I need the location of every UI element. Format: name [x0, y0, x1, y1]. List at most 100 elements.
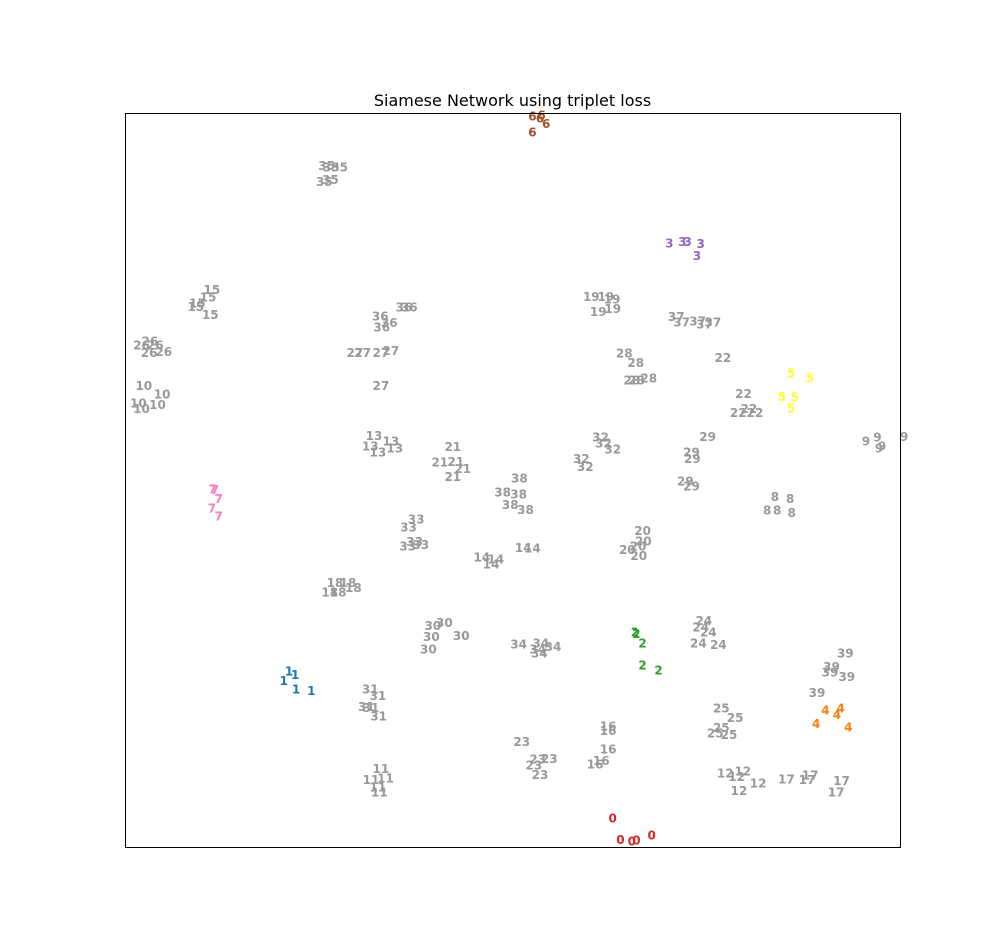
point-label-21: 21 [454, 462, 471, 476]
point-label-35: 35 [323, 161, 340, 175]
point-label-18: 18 [327, 576, 344, 590]
point-label-15: 15 [189, 296, 206, 310]
point-label-27: 27 [347, 346, 364, 360]
point-label-23: 23 [529, 753, 546, 767]
point-label-11: 11 [377, 772, 394, 786]
point-label-37: 37 [696, 318, 713, 332]
point-label-11: 11 [363, 773, 380, 787]
point-label-38: 38 [511, 472, 528, 486]
point-label-38: 38 [510, 488, 527, 502]
point-label-25: 25 [707, 726, 724, 740]
point-label-35: 35 [316, 175, 333, 189]
point-label-30: 30 [453, 629, 470, 643]
point-label-15: 15 [204, 283, 221, 297]
point-label-13: 13 [362, 439, 379, 453]
point-label-30: 30 [425, 619, 442, 633]
point-label-33: 33 [412, 538, 429, 552]
point-label-23: 23 [526, 758, 543, 772]
point-label-2: 2 [632, 627, 640, 641]
point-label-29: 29 [683, 445, 700, 459]
point-label-3: 3 [693, 249, 701, 263]
point-label-36: 36 [401, 301, 418, 315]
point-label-36: 36 [381, 316, 398, 330]
point-label-21: 21 [444, 440, 461, 454]
point-label-20: 20 [634, 524, 651, 538]
point-label-20: 20 [619, 543, 636, 557]
point-label-26: 26 [133, 339, 150, 353]
point-label-18: 18 [330, 585, 347, 599]
point-label-25: 25 [727, 711, 744, 725]
point-label-2: 2 [638, 658, 646, 672]
point-label-10: 10 [130, 396, 147, 410]
point-label-25: 25 [713, 702, 730, 716]
point-label-39: 39 [823, 660, 840, 674]
point-label-0: 0 [628, 834, 636, 848]
point-label-7: 7 [215, 492, 223, 506]
point-label-15: 15 [187, 300, 204, 314]
point-label-33: 33 [408, 512, 425, 526]
point-label-27: 27 [373, 346, 390, 360]
point-label-20: 20 [630, 539, 647, 553]
point-label-18: 18 [345, 581, 362, 595]
point-label-7: 7 [208, 483, 216, 497]
point-label-12: 12 [728, 770, 745, 784]
point-label-34: 34 [531, 647, 548, 661]
point-label-33: 33 [400, 521, 417, 535]
point-label-30: 30 [420, 642, 437, 656]
point-label-37: 37 [705, 315, 722, 329]
point-label-22: 22 [741, 402, 758, 416]
point-label-4: 4 [844, 721, 852, 735]
point-label-21: 21 [448, 455, 465, 469]
point-label-0: 0 [616, 833, 624, 847]
point-label-4: 4 [812, 717, 820, 731]
point-label-27: 27 [373, 379, 390, 393]
point-label-9: 9 [873, 431, 881, 445]
point-label-14: 14 [524, 542, 541, 556]
point-label-17: 17 [833, 774, 850, 788]
point-label-24: 24 [692, 621, 709, 635]
point-label-9: 9 [862, 434, 870, 448]
point-label-8: 8 [788, 506, 796, 520]
point-label-31: 31 [370, 689, 387, 703]
point-label-9: 9 [900, 430, 908, 444]
point-label-34: 34 [532, 637, 549, 651]
point-label-4: 4 [837, 702, 845, 716]
point-label-22: 22 [747, 406, 764, 420]
point-label-24: 24 [700, 626, 717, 640]
point-label-29: 29 [683, 480, 700, 494]
point-label-5: 5 [778, 390, 786, 404]
point-label-2: 2 [654, 664, 662, 678]
point-label-1: 1 [291, 668, 299, 682]
point-label-14: 14 [483, 558, 500, 572]
point-label-26: 26 [155, 345, 172, 359]
point-label-9: 9 [875, 442, 883, 456]
point-label-18: 18 [321, 585, 338, 599]
point-label-29: 29 [677, 475, 694, 489]
point-label-32: 32 [592, 431, 609, 445]
point-label-13: 13 [370, 445, 387, 459]
point-label-37: 37 [668, 310, 685, 324]
point-label-0: 0 [648, 829, 656, 843]
point-label-6: 6 [537, 109, 545, 123]
point-label-22: 22 [730, 406, 747, 420]
point-label-15: 15 [200, 291, 217, 305]
point-label-29: 29 [684, 452, 701, 466]
point-label-15: 15 [202, 308, 219, 322]
point-label-17: 17 [799, 773, 816, 787]
point-label-23: 23 [541, 752, 558, 766]
point-label-25: 25 [713, 721, 730, 735]
point-label-12: 12 [717, 767, 734, 781]
point-label-32: 32 [573, 452, 590, 466]
point-label-2: 2 [638, 637, 646, 651]
point-label-0: 0 [632, 834, 640, 848]
point-label-39: 39 [809, 686, 826, 700]
point-label-36: 36 [372, 310, 389, 324]
point-label-20: 20 [635, 534, 652, 548]
point-label-10: 10 [154, 388, 171, 402]
point-label-35: 35 [331, 161, 348, 175]
point-label-29: 29 [699, 430, 716, 444]
point-label-24: 24 [710, 638, 727, 652]
point-label-6: 6 [536, 112, 544, 126]
